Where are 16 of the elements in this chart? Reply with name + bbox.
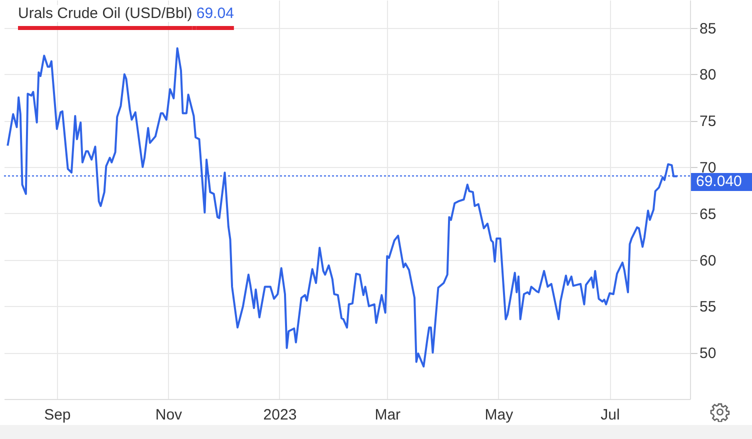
x-tick-label: Jul xyxy=(600,406,620,424)
y-tick-label: 75 xyxy=(700,113,716,130)
x-tick-label: Sep xyxy=(44,406,71,424)
ref-line-label: 69.040 xyxy=(691,172,752,191)
y-tick-label: 85 xyxy=(700,20,716,38)
annotation: 69.04 xyxy=(196,5,234,22)
x-tick-label: 2023 xyxy=(263,406,297,424)
y-tick-label: 65 xyxy=(700,206,716,223)
y-tick-label: 50 xyxy=(700,345,716,362)
y-tick-label: 55 xyxy=(700,298,716,316)
x-tick-label: Mar xyxy=(374,406,401,424)
y-tick-label: 80 xyxy=(700,66,716,84)
y-tick-label: 60 xyxy=(700,252,716,270)
x-tick-label: May xyxy=(484,406,514,424)
chart-title: Urals Crude Oil (USD/Bbl) xyxy=(18,5,192,22)
x-tick-label: Nov xyxy=(155,406,183,424)
